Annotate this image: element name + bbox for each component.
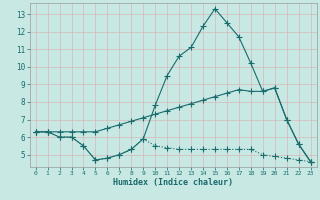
X-axis label: Humidex (Indice chaleur): Humidex (Indice chaleur) bbox=[113, 178, 233, 187]
